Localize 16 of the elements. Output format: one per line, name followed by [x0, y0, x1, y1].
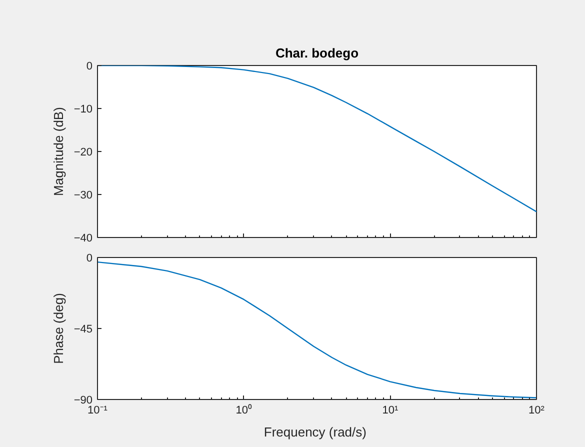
x-tick-label: 10⁰ [236, 404, 252, 416]
x-axis-title: Frequency (rad/s) [264, 424, 366, 440]
y-tick-label: 0 [86, 60, 93, 72]
y-tick-label: −20 [74, 146, 93, 158]
y-tick-label: −90 [74, 394, 93, 406]
chart-title: Char. bodego [275, 46, 359, 60]
y-tick-label: −10 [74, 104, 93, 116]
y-tick-label: −40 [74, 232, 93, 244]
y-axis-title: Magnitude (dB) [50, 107, 66, 196]
y-tick-label: 0 [86, 252, 93, 264]
y-tick-label: −30 [74, 190, 93, 202]
x-tick-label: 10¹ [382, 404, 398, 416]
y-tick-label: −45 [74, 324, 93, 336]
x-tick-label: 10² [528, 404, 545, 416]
y-axis-title: Phase (deg) [50, 293, 66, 364]
x-tick-label: 10⁻¹ [88, 404, 108, 416]
